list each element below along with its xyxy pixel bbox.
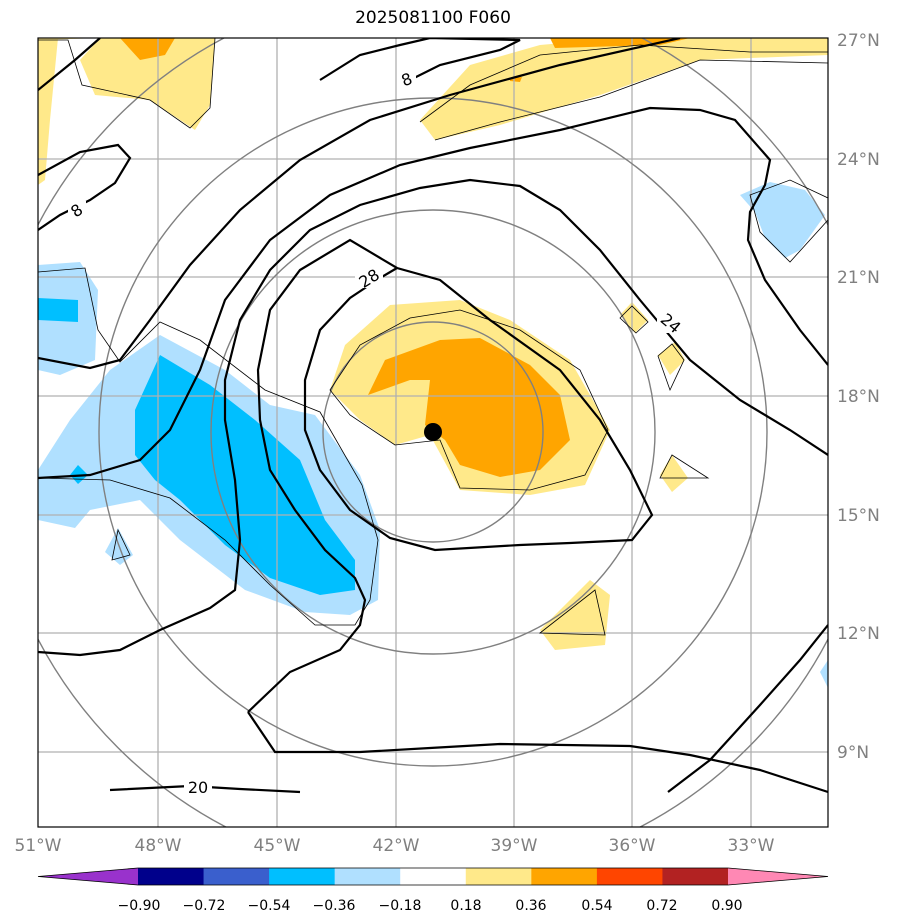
- latitude-labels: 27°N 24°N 21°N 18°N 15°N 12°N 9°N: [837, 31, 880, 763]
- range-rings: [38, 38, 828, 827]
- map-panel: 8 8 28 24 20: [38, 38, 828, 827]
- colorbar-tick-label: −0.72: [183, 898, 226, 914]
- colorbar-tick-label: 0.54: [581, 898, 612, 914]
- lat-label: 12°N: [837, 624, 880, 644]
- colorbar-tick-label: 0.36: [515, 898, 546, 914]
- graticule: [38, 38, 828, 827]
- lon-label: 42°W: [373, 836, 420, 856]
- lon-label: 48°W: [135, 836, 182, 856]
- map-frame: [37, 37, 829, 828]
- colorbar-tick-label: −0.18: [379, 898, 422, 914]
- colorbar-segment: [138, 868, 205, 885]
- colorbar-segment: [203, 868, 270, 885]
- contour-labels: 8 8 28 24 20: [67, 69, 685, 797]
- storm-center-dot: [424, 423, 442, 441]
- colorbar-tick-label: 0.72: [646, 898, 677, 914]
- height-contours: [38, 38, 828, 794]
- lon-label: 45°W: [254, 836, 301, 856]
- colorbar-tick-label: −0.90: [118, 898, 161, 914]
- lon-label: 39°W: [491, 836, 538, 856]
- colorbar-tick-labels: −0.90 −0.72 −0.54 −0.36 −0.18 0.18 0.36 …: [118, 898, 743, 914]
- colorbar-outline: [37, 867, 829, 886]
- contour-label-20: 20: [188, 778, 208, 797]
- lat-label: 15°N: [837, 506, 880, 526]
- colorbar-tick-label: −0.36: [313, 898, 356, 914]
- colorbar-tick-label: 0.90: [711, 898, 742, 914]
- lat-label: 18°N: [837, 387, 880, 407]
- lat-label: 27°N: [837, 31, 880, 51]
- colorbar: [37, 867, 829, 886]
- colorbar-segment: [596, 868, 663, 885]
- positive-anomaly-shading: [38, 38, 828, 650]
- colorbar-segment: [269, 868, 336, 885]
- colorbar-segment: [662, 868, 729, 885]
- colorbar-segment: [531, 868, 598, 885]
- shading-outlines: [38, 38, 828, 636]
- colorbar-segment: [465, 868, 532, 885]
- longitude-labels: 51°W 48°W 45°W 42°W 39°W 36°W 33°W: [15, 836, 775, 856]
- colorbar-extend-high: [728, 868, 828, 885]
- colorbar-extend-low: [38, 868, 138, 885]
- colorbar-segment: [334, 868, 401, 885]
- colorbar-tick-label: 0.18: [450, 898, 481, 914]
- lon-label: 36°W: [609, 836, 656, 856]
- negative-anomaly-shading: [38, 182, 828, 688]
- colorbar-tick-label: −0.54: [248, 898, 291, 914]
- colorbar-segment: [400, 868, 467, 885]
- lat-label: 24°N: [837, 150, 880, 170]
- lat-label: 9°N: [837, 743, 869, 763]
- map-title: 2025081100 F060: [355, 8, 511, 28]
- lat-label: 21°N: [837, 268, 880, 288]
- lon-label: 33°W: [728, 836, 775, 856]
- lon-label: 51°W: [15, 836, 62, 856]
